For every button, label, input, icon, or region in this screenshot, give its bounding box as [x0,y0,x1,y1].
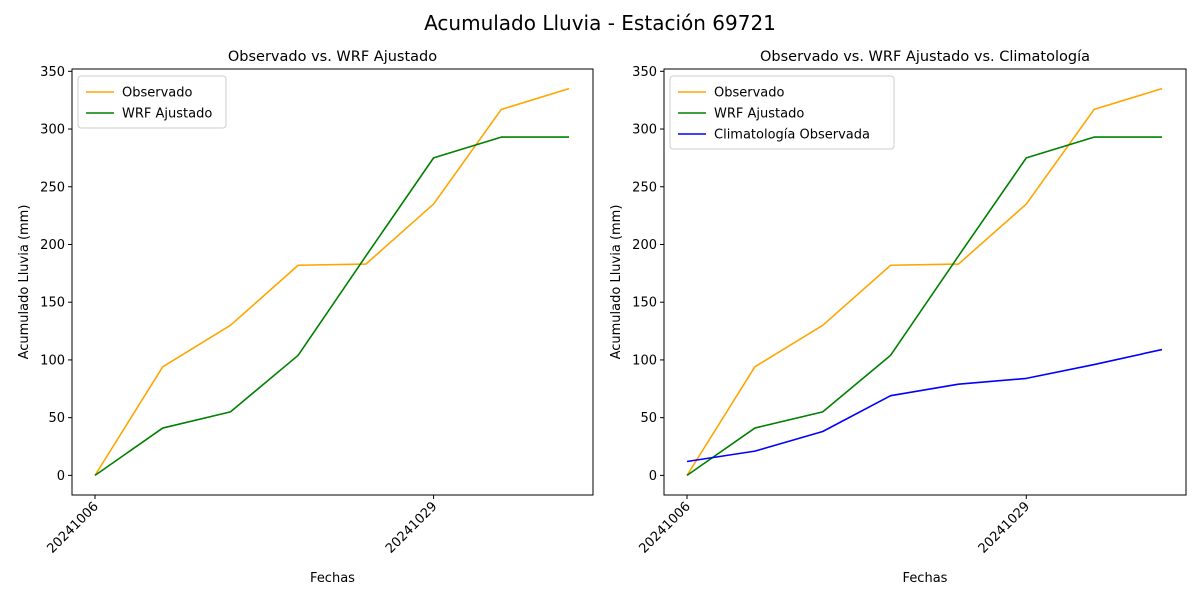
series-line-wrf [94,136,569,477]
x-axis-label: Fechas [310,571,355,586]
legend-label: Observado [714,86,785,101]
legend-label: WRF Ajustado [714,107,804,122]
y-tick-label: 350 [632,65,657,80]
legend-label: WRF Ajustado [122,107,212,122]
y-tick-label: 50 [640,411,657,426]
figure-suptitle: Acumulado Lluvia - Estación 69721 [424,11,776,35]
y-tick-label: 100 [632,353,657,368]
y-tick-label: 350 [40,65,65,80]
series-line-clima [686,348,1163,463]
x-tick-label: 20241029 [383,499,440,556]
y-tick-label: 0 [57,469,65,484]
plot-frame [663,68,1187,496]
y-tick-label: 150 [632,296,657,311]
y-tick-label: 250 [40,180,65,195]
chart-panel-1: Observado vs. WRF Ajustado 0 50 100 150 200 25… [17,49,594,586]
chart-title: Observado vs. WRF Ajustado [228,49,437,65]
y-tick-label: 100 [40,353,65,368]
legend-box [77,75,227,129]
legend-label: Observado [122,86,193,101]
y-tick-label: 200 [632,238,657,253]
y-tick-label: 150 [40,296,65,311]
legend-box [669,75,895,150]
plot-frame [71,68,594,496]
y-tick-label: 250 [632,180,657,195]
y-axis-label: Acumulado Lluvia (mm) [609,205,624,360]
y-tick-label: 300 [40,123,65,138]
y-tick-label: 300 [632,123,657,138]
x-axis-label: Fechas [903,571,948,586]
x-tick-label: 20241006 [636,499,693,556]
x-tick-label: 20241006 [44,499,101,556]
y-tick-label: 0 [649,469,657,484]
y-tick-label: 50 [48,411,65,426]
series-line-wrf [686,136,1162,477]
chart-title: Observado vs. WRF Ajustado vs. Climatolo… [760,49,1090,65]
y-tick-label: 200 [40,238,65,253]
x-tick-label: 20241029 [976,499,1033,556]
series-line-observado [686,87,1163,476]
chart-panel-2: Observado vs. WRF Ajustado vs. Climatolo… [609,49,1187,586]
series-line-observado [94,87,570,476]
legend-label: Climatología Observada [714,128,870,143]
y-axis-label: Acumulado Lluvia (mm) [17,205,32,360]
